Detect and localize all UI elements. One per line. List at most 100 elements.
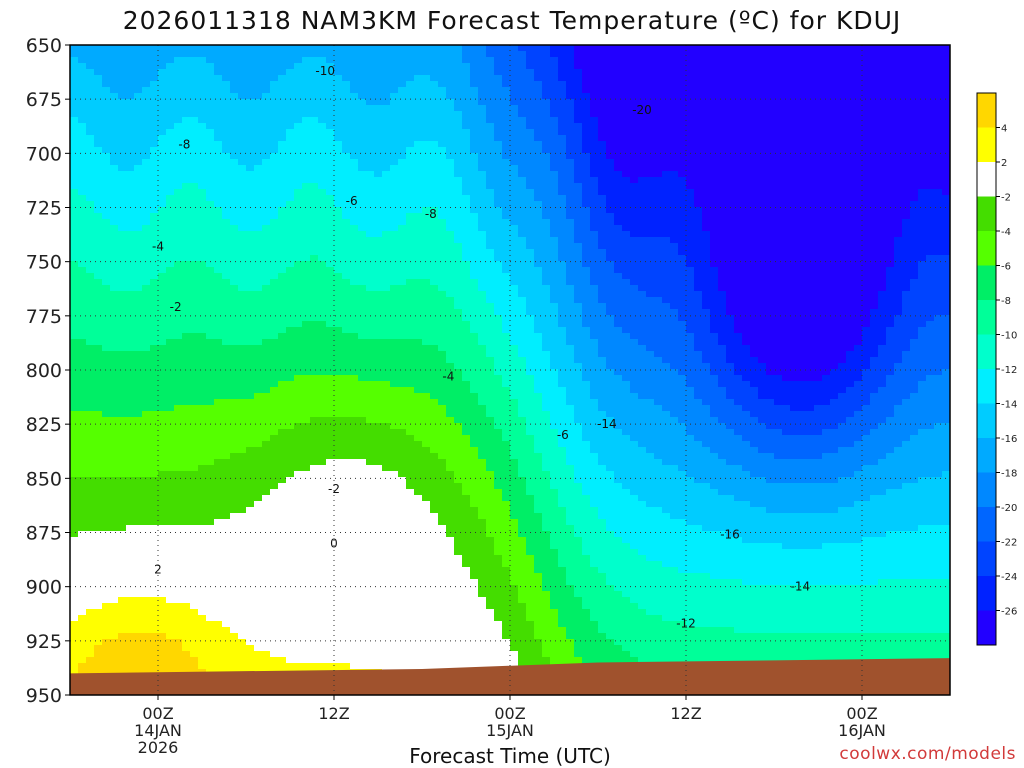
temperature-cell xyxy=(630,87,639,94)
temperature-cell xyxy=(302,237,311,244)
temperature-cell xyxy=(662,249,671,256)
temperature-cell xyxy=(182,285,191,292)
temperature-cell xyxy=(814,75,823,82)
temperature-cell xyxy=(646,249,655,256)
temperature-cell xyxy=(454,123,463,130)
temperature-cell xyxy=(310,117,319,124)
temperature-cell xyxy=(166,207,175,214)
temperature-cell xyxy=(214,279,223,286)
temperature-cell xyxy=(902,219,911,226)
temperature-cell xyxy=(310,165,319,172)
temperature-cell xyxy=(846,189,855,196)
temperature-cell xyxy=(270,303,279,310)
temperature-cell xyxy=(278,93,287,100)
temperature-cell xyxy=(246,45,255,52)
temperature-cell xyxy=(694,171,703,178)
temperature-cell xyxy=(110,147,119,154)
temperature-cell xyxy=(542,267,551,274)
temperature-cell xyxy=(694,279,703,286)
temperature-cell xyxy=(510,63,519,70)
temperature-cell xyxy=(150,87,159,94)
temperature-cell xyxy=(830,273,839,280)
temperature-cell xyxy=(582,111,591,118)
temperature-cell xyxy=(86,189,95,196)
temperature-cell xyxy=(406,201,415,208)
temperature-cell xyxy=(182,309,191,316)
temperature-cell xyxy=(534,141,543,148)
temperature-cell xyxy=(326,69,335,76)
temperature-cell xyxy=(206,267,215,274)
temperature-cell xyxy=(278,225,287,232)
temperature-cell xyxy=(334,183,343,190)
temperature-cell xyxy=(926,99,935,106)
temperature-cell xyxy=(774,135,783,142)
temperature-cell xyxy=(574,309,583,316)
temperature-cell xyxy=(350,171,359,178)
temperature-cell xyxy=(486,171,495,178)
temperature-cell xyxy=(894,165,903,172)
temperature-cell xyxy=(110,201,119,208)
temperature-cell xyxy=(270,135,279,142)
temperature-cell xyxy=(78,45,87,52)
temperature-cell xyxy=(390,135,399,142)
temperature-cell xyxy=(382,81,391,88)
temperature-cell xyxy=(918,183,927,190)
temperature-cell xyxy=(894,279,903,286)
temperature-cell xyxy=(94,297,103,304)
temperature-cell xyxy=(302,219,311,226)
temperature-cell xyxy=(926,237,935,244)
temperature-cell xyxy=(102,207,111,214)
temperature-cell xyxy=(350,207,359,214)
temperature-cell xyxy=(590,207,599,214)
temperature-cell xyxy=(350,63,359,70)
temperature-cell xyxy=(702,57,711,64)
temperature-cell xyxy=(566,117,575,124)
temperature-cell xyxy=(566,243,575,250)
temperature-cell xyxy=(150,63,159,70)
temperature-cell xyxy=(542,303,551,310)
temperature-cell xyxy=(118,129,127,136)
temperature-cell xyxy=(70,267,79,274)
temperature-cell xyxy=(894,81,903,88)
temperature-cell xyxy=(606,201,615,208)
temperature-cell xyxy=(822,303,831,310)
temperature-cell xyxy=(222,69,231,76)
temperature-cell xyxy=(726,237,735,244)
temperature-cell xyxy=(238,303,247,310)
temperature-cell xyxy=(78,141,87,148)
temperature-cell xyxy=(638,177,647,184)
temperature-cell xyxy=(630,207,639,214)
temperature-cell xyxy=(510,303,519,310)
temperature-cell xyxy=(182,267,191,274)
temperature-cell xyxy=(246,309,255,316)
temperature-cell xyxy=(342,243,351,250)
temperature-cell xyxy=(902,207,911,214)
temperature-cell xyxy=(390,123,399,130)
temperature-cell xyxy=(238,177,247,184)
temperature-cell xyxy=(734,225,743,232)
temperature-cell xyxy=(166,105,175,112)
temperature-cell xyxy=(814,57,823,64)
temperature-cell xyxy=(222,279,231,286)
temperature-cell xyxy=(734,273,743,280)
temperature-cell xyxy=(710,183,719,190)
temperature-cell xyxy=(398,93,407,100)
temperature-cell xyxy=(838,51,847,58)
temperature-cell xyxy=(710,87,719,94)
temperature-cell xyxy=(238,237,247,244)
temperature-cell xyxy=(942,129,950,136)
temperature-cell xyxy=(206,123,215,130)
temperature-cell xyxy=(486,99,495,106)
temperature-cell xyxy=(662,141,671,148)
temperature-cell xyxy=(854,69,863,76)
temperature-cell xyxy=(926,93,935,100)
temperature-cell xyxy=(830,237,839,244)
temperature-cell xyxy=(342,87,351,94)
temperature-cell xyxy=(134,249,143,256)
temperature-cell xyxy=(118,195,127,202)
temperature-cell xyxy=(758,159,767,166)
temperature-cell xyxy=(462,51,471,58)
temperature-cell xyxy=(742,225,751,232)
temperature-cell xyxy=(654,303,663,310)
temperature-cell xyxy=(862,63,871,70)
